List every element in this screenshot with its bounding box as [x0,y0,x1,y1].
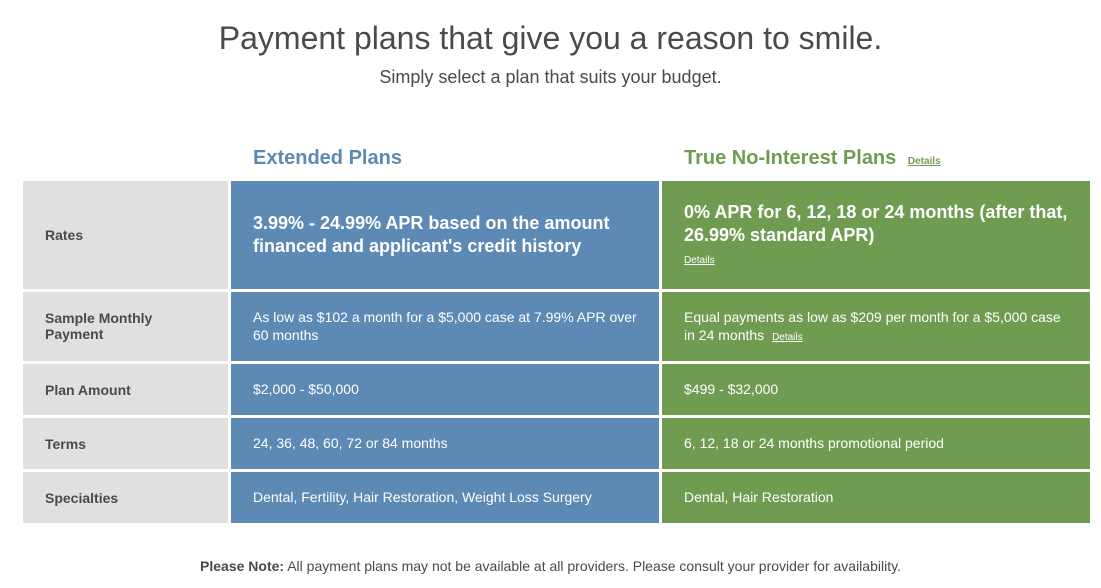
row-label-rates: Rates [23,181,228,289]
column-header-extended: Extended Plans [231,141,659,178]
footnote-text: All payment plans may not be available a… [284,558,901,574]
cell-specialties-nointerest: Dental, Hair Restoration [662,472,1090,523]
column-title-nointerest: True No-Interest Plans [684,147,896,169]
column-title-extended: Extended Plans [253,147,402,169]
table-header-row: Extended Plans True No-Interest Plans De… [23,141,1090,178]
details-link-sample-nointerest[interactable]: Details [772,332,803,343]
footnote: Please Note: All payment plans may not b… [20,558,1081,574]
cell-rates-nointerest: 0% APR for 6, 12, 18 or 24 months (after… [662,181,1090,289]
row-rates: Rates 3.99% - 24.99% APR based on the am… [23,181,1090,289]
details-link-header-nointerest[interactable]: Details [908,156,941,167]
details-link-rates-nointerest[interactable]: Details [684,255,715,268]
row-amount: Plan Amount $2,000 - $50,000 $499 - $32,… [23,364,1090,415]
page-headline: Payment plans that give you a reason to … [20,20,1081,57]
row-label-terms: Terms [23,418,228,469]
cell-rates-extended: 3.99% - 24.99% APR based on the amount f… [231,181,659,289]
cell-terms-nointerest: 6, 12, 18 or 24 months promotional perio… [662,418,1090,469]
column-header-nointerest: True No-Interest Plans Details [662,141,1090,178]
cell-sample-extended: As low as $102 a month for a $5,000 case… [231,292,659,362]
cell-rates-nointerest-text: 0% APR for 6, 12, 18 or 24 months (after… [684,202,1067,245]
row-label-sample: Sample Monthly Payment [23,292,228,362]
row-label-specialties: Specialties [23,472,228,523]
cell-terms-extended: 24, 36, 48, 60, 72 or 84 months [231,418,659,469]
cell-amount-extended: $2,000 - $50,000 [231,364,659,415]
plans-table: Extended Plans True No-Interest Plans De… [20,138,1093,526]
cell-specialties-extended: Dental, Fertility, Hair Restoration, Wei… [231,472,659,523]
row-sample: Sample Monthly Payment As low as $102 a … [23,292,1090,362]
row-label-amount: Plan Amount [23,364,228,415]
row-terms: Terms 24, 36, 48, 60, 72 or 84 months 6,… [23,418,1090,469]
page-subhead: Simply select a plan that suits your bud… [20,67,1081,88]
cell-sample-nointerest: Equal payments as low as $209 per month … [662,292,1090,362]
row-specialties: Specialties Dental, Fertility, Hair Rest… [23,472,1090,523]
cell-sample-nointerest-text: Equal payments as low as $209 per month … [684,309,1061,344]
cell-amount-nointerest: $499 - $32,000 [662,364,1090,415]
footnote-bold: Please Note: [200,558,284,574]
